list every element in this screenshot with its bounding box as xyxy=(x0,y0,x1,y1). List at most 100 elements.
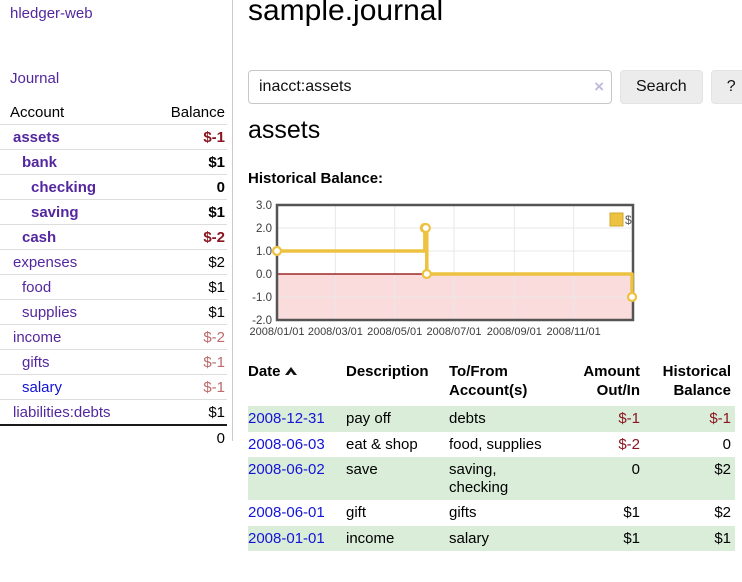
account-row: salary $-1 xyxy=(0,374,227,400)
transaction-row: 2008-12-31 pay off debts $-1 $-1 xyxy=(248,406,735,432)
clear-search-icon[interactable]: × xyxy=(594,77,604,96)
account-balance: $1 xyxy=(150,274,227,300)
data-point-marker xyxy=(626,291,638,303)
transaction-description: gift xyxy=(346,504,367,521)
account-row: liabilities:debts $1 xyxy=(0,399,227,426)
chart-label: Historical Balance: xyxy=(248,170,384,187)
transaction-accounts: saving, checking xyxy=(449,461,509,496)
transaction-accounts: salary xyxy=(449,529,490,547)
data-point-marker xyxy=(420,222,431,234)
account-link-salary[interactable]: salary xyxy=(22,378,63,396)
search-input[interactable] xyxy=(248,70,612,104)
accounts-total-spacer xyxy=(0,424,150,450)
account-balance: $1 xyxy=(150,399,227,426)
transaction-row: 2008-06-01 gift gifts $1 $2 xyxy=(248,500,735,526)
transaction-row: 2008-06-03 eat & shop food, supplies $-2 0 xyxy=(248,432,735,458)
account-balance: $-2 xyxy=(150,324,227,350)
transaction-date-link[interactable]: 2008-06-02 xyxy=(248,461,325,478)
report-title: assets xyxy=(248,116,321,144)
register-header-date-label: Date xyxy=(248,363,281,380)
account-link-expenses[interactable]: expenses xyxy=(13,253,78,271)
account-balance: $1 xyxy=(150,149,227,175)
account-link-food[interactable]: food xyxy=(22,278,52,296)
transaction-amount: $-1 xyxy=(618,410,640,427)
account-link-gifts[interactable]: gifts xyxy=(22,353,50,371)
account-link-bank[interactable]: bank xyxy=(22,153,58,171)
account-balance: $-1 xyxy=(150,349,227,375)
account-balance: 0 xyxy=(150,174,227,200)
sort-asc-icon xyxy=(284,362,297,381)
accounts-header-account: Account xyxy=(0,100,150,125)
help-button[interactable]: ? xyxy=(710,70,742,104)
account-row: checking 0 xyxy=(0,174,227,200)
brand-link[interactable]: hledger-web xyxy=(10,5,93,22)
transaction-row: 2008-06-02 save saving, checking 0 $2 xyxy=(248,457,735,500)
accounts-total-row: 0 xyxy=(0,424,227,450)
account-balance: $-1 xyxy=(150,124,227,150)
x-tick-label: 2008/11/01 xyxy=(547,326,601,338)
account-link-liabilities-debts[interactable]: liabilities:debts xyxy=(13,403,111,421)
transaction-amount: $1 xyxy=(623,504,640,521)
transaction-date-link[interactable]: 2008-06-01 xyxy=(248,504,325,521)
transaction-accounts: food, supplies xyxy=(449,435,542,453)
register-header-date[interactable]: Date xyxy=(248,362,346,406)
transaction-balance: $-1 xyxy=(709,410,731,427)
account-row: cash $-2 xyxy=(0,224,227,250)
accounts-table-header: Account Balance xyxy=(0,100,227,125)
transaction-date-link[interactable]: 2008-06-03 xyxy=(248,435,325,453)
account-link-income[interactable]: income xyxy=(13,328,62,346)
transaction-accounts: debts xyxy=(449,410,486,427)
legend-label: $ xyxy=(625,213,632,227)
account-link-supplies[interactable]: supplies xyxy=(22,303,78,321)
legend-swatch xyxy=(609,212,624,227)
search-button[interactable]: Search xyxy=(620,70,703,104)
account-row: assets $-1 xyxy=(0,124,227,150)
account-row: supplies $1 xyxy=(0,299,227,325)
accounts-total-value: 0 xyxy=(150,424,227,450)
plot-border xyxy=(275,203,635,322)
y-tick-label: 0.0 xyxy=(256,269,272,281)
transaction-accounts: gifts xyxy=(449,504,477,521)
transaction-amount: $-2 xyxy=(618,435,640,453)
y-tick-label: 1.0 xyxy=(256,246,272,258)
y-tick-label: 3.0 xyxy=(256,200,272,212)
account-row: saving $1 xyxy=(0,199,227,225)
account-row: expenses $2 xyxy=(0,249,227,275)
transaction-description: income xyxy=(346,529,395,547)
transaction-row: 2008-01-01 income salary $1 $1 xyxy=(248,525,735,551)
account-row: bank $1 xyxy=(0,149,227,175)
transaction-amount: $1 xyxy=(623,529,640,547)
register-table-body: 2008-12-31 pay off debts $-1 $-1 2008-06-03 ea… xyxy=(248,406,735,551)
transaction-balance: $2 xyxy=(714,461,731,478)
account-row: gifts $-1 xyxy=(0,349,227,375)
transaction-balance: $1 xyxy=(714,529,731,547)
accounts-header-balance: Balance xyxy=(150,100,227,125)
transaction-description: pay off xyxy=(346,410,391,427)
x-tick-label: 2008/03/01 xyxy=(308,326,363,338)
account-link-checking[interactable]: checking xyxy=(31,178,97,196)
transaction-date-link[interactable]: 2008-12-31 xyxy=(248,410,325,427)
data-point-marker xyxy=(421,268,432,280)
transaction-date-link[interactable]: 2008-01-01 xyxy=(248,529,325,547)
account-link-assets[interactable]: assets xyxy=(13,128,60,146)
account-balance: $1 xyxy=(150,299,227,325)
transaction-description: save xyxy=(346,461,378,478)
sidebar-item-journal[interactable]: Journal xyxy=(10,70,60,87)
account-balance: $-1 xyxy=(150,374,227,400)
account-row: income $-2 xyxy=(0,324,227,350)
search-form: × Search ? xyxy=(248,70,742,104)
register-header-row: Date Description To/From Account(s) Amou… xyxy=(248,362,735,406)
account-link-saving[interactable]: saving xyxy=(31,203,79,221)
account-link-cash[interactable]: cash xyxy=(22,228,57,246)
x-tick-label: 2008/09/01 xyxy=(487,326,542,338)
account-balance: $-2 xyxy=(150,224,227,250)
transaction-balance: 0 xyxy=(722,435,731,453)
transaction-amount: 0 xyxy=(631,461,640,478)
search-box: × xyxy=(248,70,612,104)
accounts-table: Account Balance assets $-1 bank $1 checking 0… xyxy=(0,100,227,450)
data-point-marker xyxy=(271,245,283,257)
transaction-balance: $2 xyxy=(714,504,731,521)
account-row: food $1 xyxy=(0,274,227,300)
y-tick-label: 2.0 xyxy=(256,223,272,235)
